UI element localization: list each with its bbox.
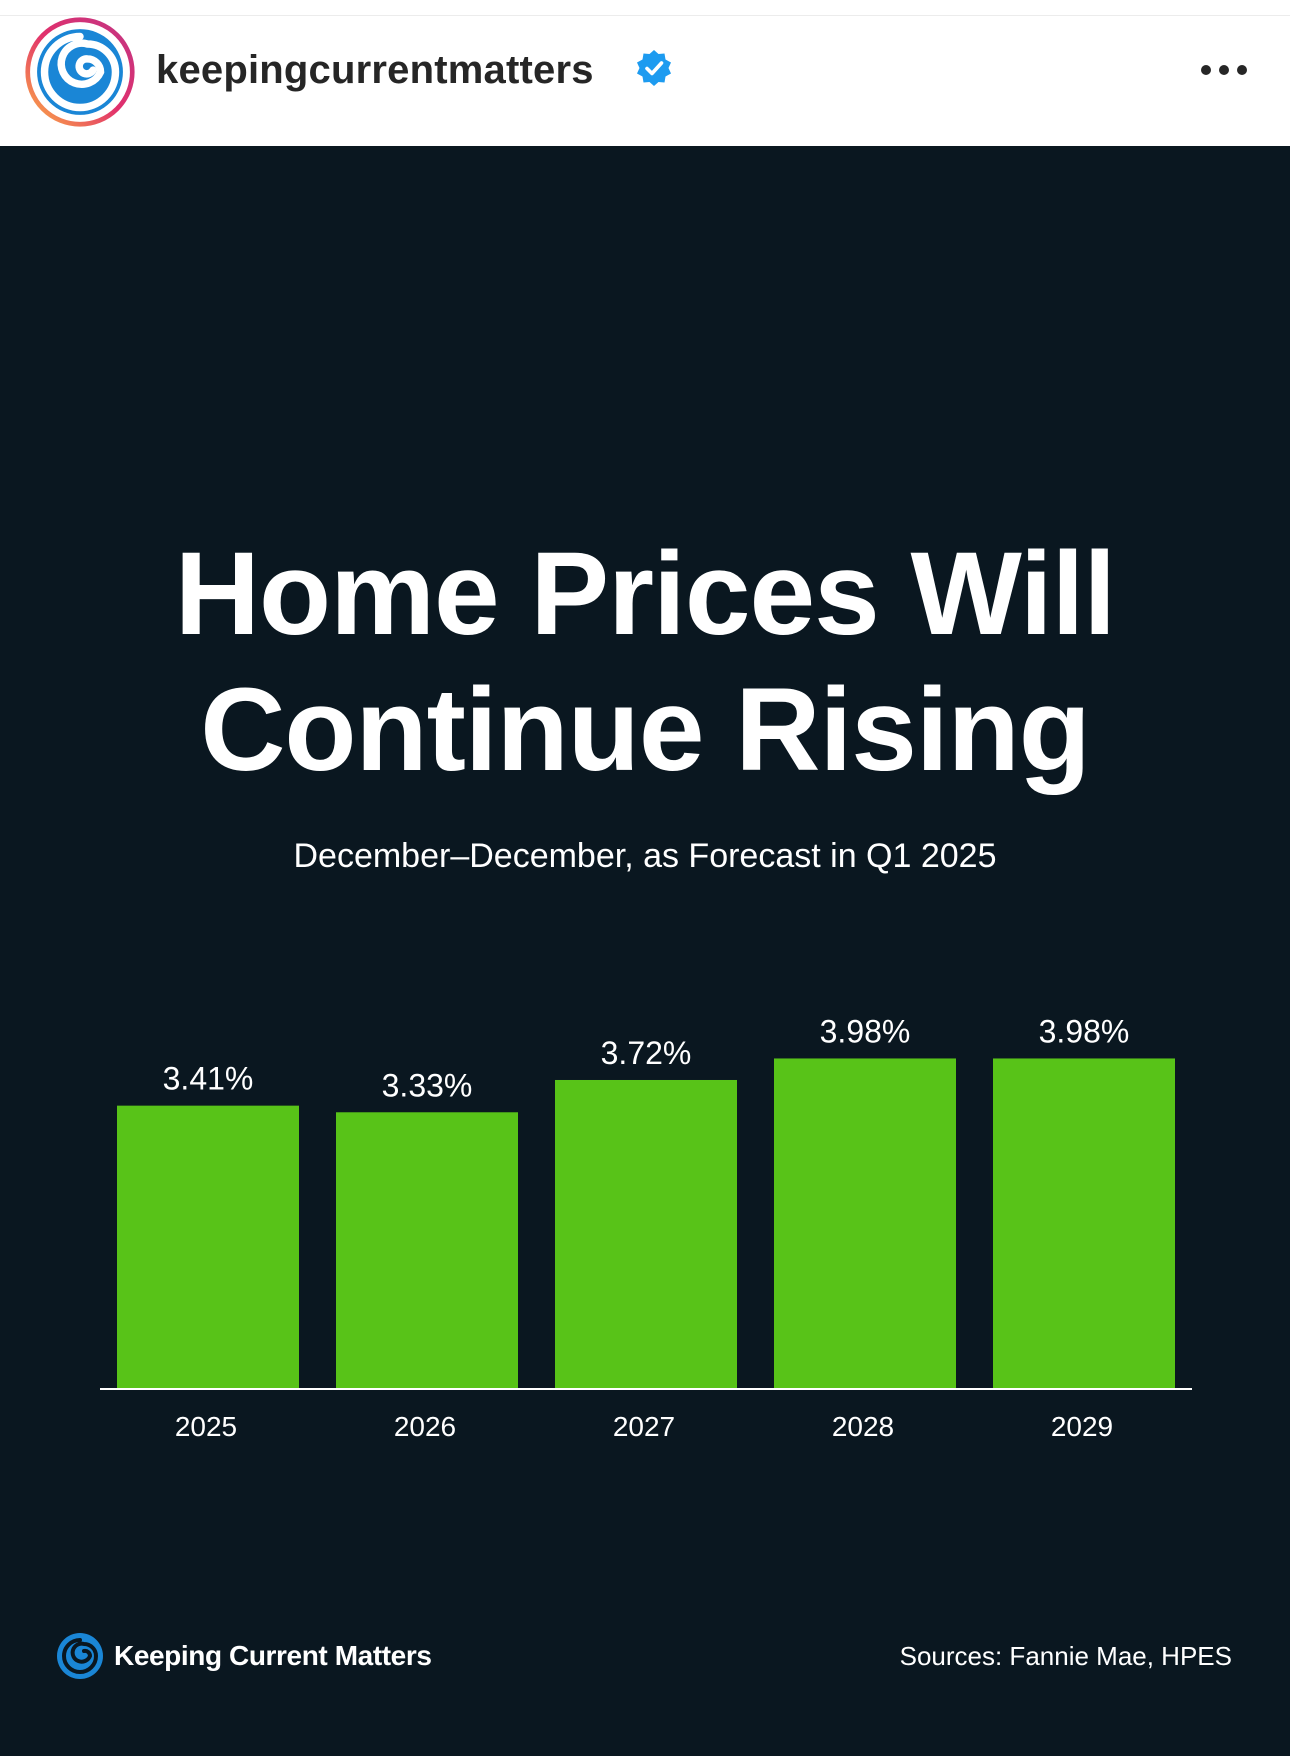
bar-2026 (336, 1112, 518, 1388)
x-tick-label-2029: 2029 (1051, 1411, 1113, 1442)
bar-2027 (555, 1079, 737, 1388)
bar-2028 (774, 1058, 956, 1388)
x-tick-label-2025: 2025 (175, 1411, 237, 1442)
brand-wordmark: Keeping Current Matters (114, 1640, 432, 1671)
post-image: Home Prices Will Continue Rising Decembe… (0, 146, 1290, 1756)
post-header: keepingcurrentmatters (0, 16, 1290, 146)
verified-badge-icon (637, 50, 671, 86)
chart-title-line-2: Continue Rising (200, 664, 1091, 796)
data-label-2029: 3.98% (1039, 1013, 1130, 1049)
status-strip (0, 0, 1290, 16)
data-label-2026: 3.33% (382, 1067, 473, 1103)
chart-title-line-1: Home Prices Will (174, 528, 1116, 660)
chart-subtitle: December–December, as Forecast in Q1 202… (293, 837, 997, 875)
bar-chart: 3.41% 2025 3.33% 2026 3.72% 2027 3.98% 2028 3.98… (100, 1013, 1192, 1442)
data-label-2027: 3.72% (601, 1035, 692, 1071)
data-label-2028: 3.98% (820, 1013, 911, 1049)
x-tick-label-2026: 2026 (394, 1411, 456, 1442)
x-tick-label-2027: 2027 (613, 1411, 675, 1442)
data-label-2025: 3.41% (163, 1061, 254, 1097)
bar-2025 (117, 1105, 299, 1388)
bar-2029 (993, 1058, 1175, 1388)
username[interactable]: keepingcurrentmatters (156, 48, 594, 92)
sources-note: Sources: Fannie Mae, HPES (899, 1641, 1232, 1671)
kcm-logo-icon (57, 1633, 103, 1679)
x-tick-label-2028: 2028 (832, 1411, 894, 1442)
ellipsis-icon[interactable] (1192, 50, 1256, 90)
profile-avatar[interactable] (20, 16, 140, 128)
